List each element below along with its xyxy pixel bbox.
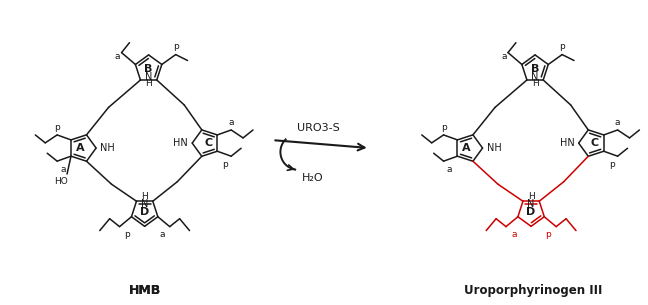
- Text: B: B: [145, 64, 153, 74]
- Text: a: a: [502, 52, 507, 61]
- Text: p: p: [222, 160, 228, 169]
- Text: H: H: [532, 79, 538, 88]
- Text: Uroporphyrinogen III: Uroporphyrinogen III: [464, 284, 602, 297]
- Text: H: H: [145, 79, 152, 88]
- Text: A: A: [76, 143, 84, 153]
- Text: NH: NH: [100, 143, 115, 153]
- Text: a: a: [115, 52, 121, 61]
- Text: URO3-S: URO3-S: [297, 123, 340, 133]
- Text: p: p: [54, 123, 60, 131]
- Text: D: D: [526, 207, 536, 217]
- Text: p: p: [124, 230, 130, 239]
- Text: p: p: [173, 42, 179, 51]
- Text: N: N: [527, 199, 535, 209]
- Text: a: a: [159, 230, 165, 239]
- Text: HN: HN: [560, 138, 575, 148]
- Text: a: a: [60, 165, 66, 174]
- Text: p: p: [546, 230, 551, 239]
- Text: B: B: [531, 64, 539, 74]
- Text: N: N: [141, 199, 148, 209]
- Text: C: C: [590, 138, 599, 148]
- Text: H₂O: H₂O: [302, 173, 324, 183]
- Text: H: H: [141, 192, 148, 201]
- Text: H: H: [527, 192, 535, 201]
- Text: HN: HN: [174, 138, 189, 148]
- Text: A: A: [463, 143, 471, 153]
- Text: N: N: [531, 72, 538, 82]
- Text: N: N: [145, 72, 152, 82]
- Text: a: a: [446, 165, 452, 174]
- Text: C: C: [204, 138, 212, 148]
- Text: D: D: [140, 207, 149, 217]
- Text: p: p: [609, 160, 614, 169]
- Text: HO: HO: [54, 178, 68, 186]
- Text: a: a: [615, 117, 620, 127]
- Text: p: p: [441, 123, 446, 131]
- Text: p: p: [559, 42, 565, 51]
- Text: a: a: [511, 230, 516, 239]
- Text: HMB: HMB: [128, 284, 161, 297]
- Text: a: a: [229, 117, 234, 127]
- Text: HMB: HMB: [128, 284, 161, 297]
- Text: NH: NH: [487, 143, 502, 153]
